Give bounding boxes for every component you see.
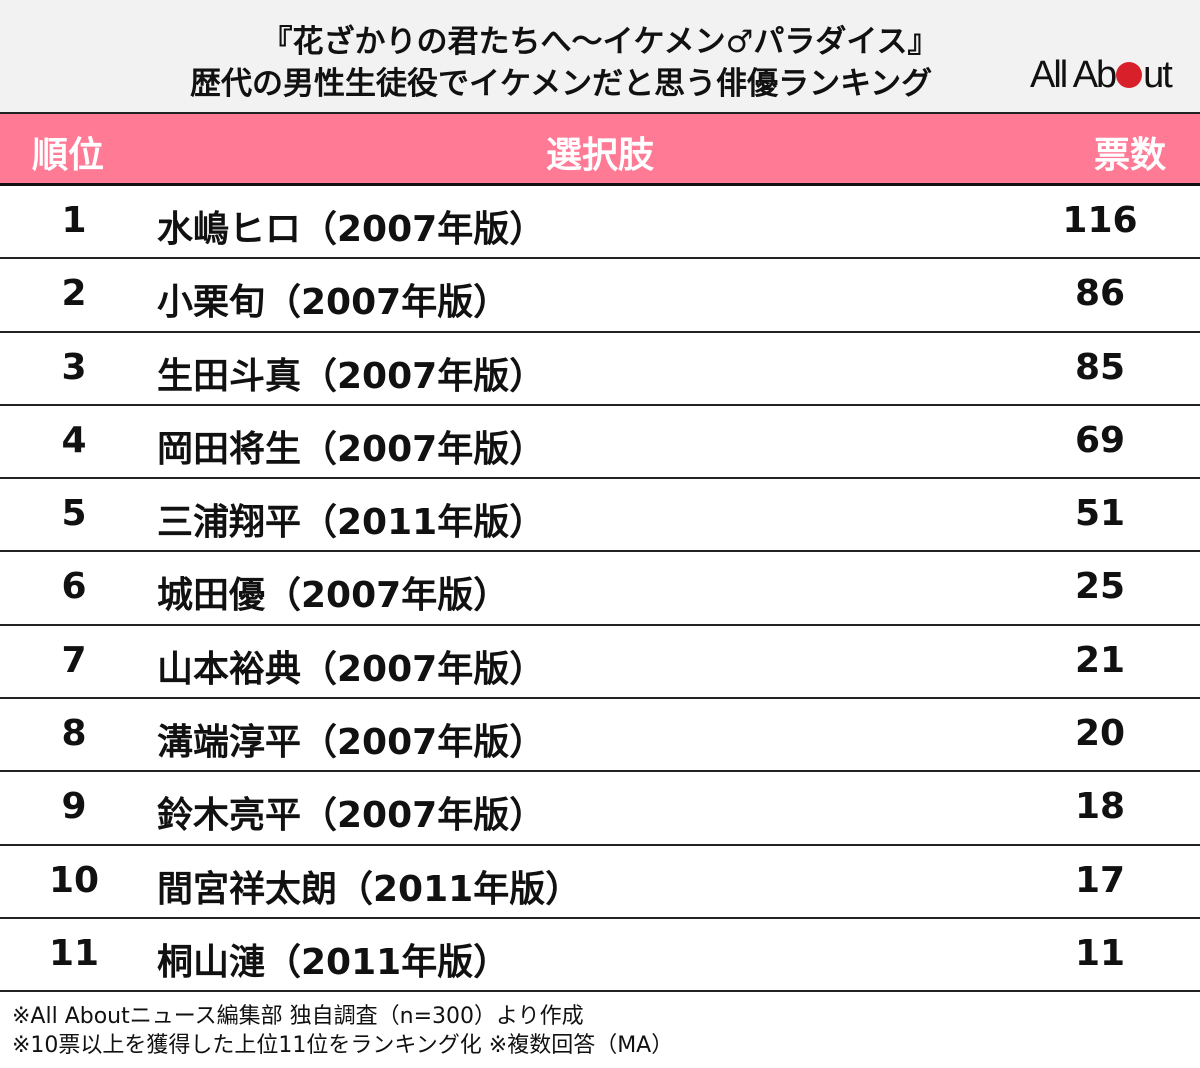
name-cell: 生田斗真（2007年版） bbox=[157, 355, 546, 397]
table-body: 1 水嶋ヒロ（2007年版） 116 2 小栗旬（2007年版） 86 3 生田斗真（20… bbox=[0, 186, 1200, 993]
name-cell: 間宮祥太朗（2011年版） bbox=[157, 868, 582, 910]
votes-cell: 25 bbox=[1074, 566, 1126, 608]
footnote-source: ※All Aboutニュース編集部 独自調査（n=300）より作成 bbox=[12, 1004, 584, 1030]
table-row: 6 城田優（2007年版） 25 bbox=[0, 552, 1200, 626]
votes-cell: 86 bbox=[1074, 273, 1126, 315]
title-line-2: 歴代の男性生徒役でイケメンだと思う俳優ランキング bbox=[190, 66, 933, 102]
name-cell: 水嶋ヒロ（2007年版） bbox=[157, 209, 546, 250]
name-cell: 城田優（2007年版） bbox=[157, 575, 510, 617]
votes-cell: 18 bbox=[1074, 786, 1126, 828]
table-row: 5 三浦翔平（2011年版） 51 bbox=[0, 479, 1200, 553]
footnote-method: ※10票以上を獲得した上位11位をランキング化 ※複数回答（MA） bbox=[12, 1033, 674, 1059]
votes-cell: 11 bbox=[1074, 932, 1126, 974]
table-row: 9 鈴木亮平（2007年版） 18 bbox=[0, 772, 1200, 846]
table-header: 選択肢 順位 票数 bbox=[0, 114, 1200, 186]
name-cell: 鈴木亮平（2007年版） bbox=[157, 795, 546, 837]
votes-cell: 85 bbox=[1074, 346, 1126, 388]
logo-text-1: All Ab bbox=[1030, 54, 1117, 96]
votes-cell: 69 bbox=[1074, 419, 1126, 461]
rank-cell: 4 bbox=[61, 419, 87, 461]
table-row: 1 水嶋ヒロ（2007年版） 116 bbox=[0, 186, 1200, 260]
table-row: 3 生田斗真（2007年版） 85 bbox=[0, 333, 1200, 406]
rank-cell: 1 bbox=[61, 200, 87, 241]
rank-cell: 5 bbox=[61, 493, 87, 535]
allabout-logo: All Ab ut bbox=[1030, 54, 1173, 97]
rank-cell: 11 bbox=[48, 932, 100, 974]
votes-cell: 116 bbox=[1062, 200, 1138, 241]
column-header-rank: 順位 bbox=[32, 135, 105, 176]
rank-cell: 9 bbox=[61, 786, 87, 828]
logo-dot-icon bbox=[1116, 62, 1143, 88]
table-row: 4 岡田将生（2007年版） 69 bbox=[0, 406, 1200, 480]
table-row: 8 溝端淳平（2007年版） 20 bbox=[0, 699, 1200, 773]
votes-cell: 20 bbox=[1074, 713, 1126, 755]
name-cell: 桐山漣（2011年版） bbox=[157, 941, 510, 983]
rank-cell: 8 bbox=[61, 713, 87, 755]
column-header-choice: 選択肢 bbox=[545, 135, 654, 176]
logo-text-2: ut bbox=[1143, 54, 1173, 96]
rank-cell: 6 bbox=[61, 566, 87, 608]
table-row: 7 山本裕典（2007年版） 21 bbox=[0, 626, 1200, 700]
column-header-votes: 票数 bbox=[1093, 135, 1166, 176]
table-row: 11 桐山漣（2011年版） 11 bbox=[0, 919, 1200, 993]
footnotes: ※All Aboutニュース編集部 独自調査（n=300）より作成 ※10票以上… bbox=[0, 992, 1200, 1060]
table-row: 10 間宮祥太朗（2011年版） 17 bbox=[0, 846, 1200, 919]
rank-cell: 10 bbox=[48, 859, 100, 901]
table-row: 2 小栗旬（2007年版） 86 bbox=[0, 259, 1200, 333]
name-cell: 三浦翔平（2011年版） bbox=[157, 502, 546, 544]
name-cell: 山本裕典（2007年版） bbox=[157, 648, 546, 690]
rank-cell: 7 bbox=[61, 639, 87, 681]
votes-cell: 21 bbox=[1074, 639, 1126, 681]
title-line-1: 『花ざかりの君たちへ〜イケメン♂パラダイス』 bbox=[261, 24, 939, 60]
rank-cell: 2 bbox=[61, 273, 87, 315]
chart-header: 『花ざかりの君たちへ〜イケメン♂パラダイス』 歴代の男性生徒役でイケメンだと思う… bbox=[0, 0, 1200, 114]
votes-cell: 17 bbox=[1074, 859, 1126, 901]
votes-cell: 51 bbox=[1074, 493, 1126, 535]
name-cell: 溝端淳平（2007年版） bbox=[157, 722, 546, 764]
name-cell: 岡田将生（2007年版） bbox=[157, 428, 546, 470]
rank-cell: 3 bbox=[61, 346, 87, 388]
name-cell: 小栗旬（2007年版） bbox=[157, 282, 510, 324]
